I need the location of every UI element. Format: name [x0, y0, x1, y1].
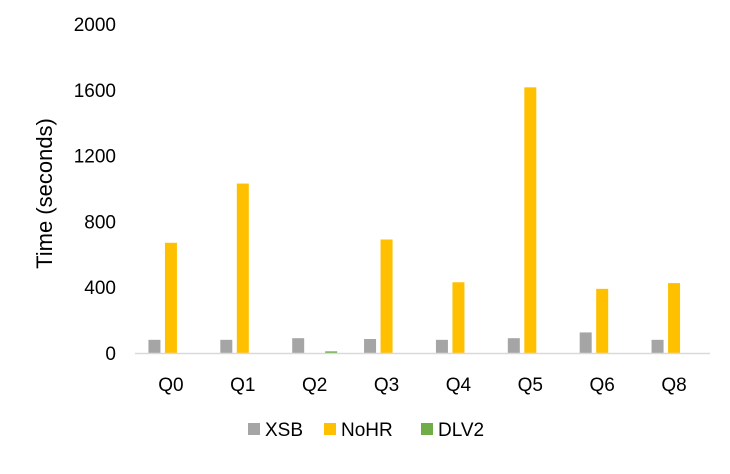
bar-xsb-q1 [220, 339, 233, 353]
legend-swatch-xsb [248, 423, 260, 435]
x-tick-label: Q1 [230, 375, 255, 396]
bars-group [148, 87, 681, 353]
bar-nohr-q0 [164, 242, 177, 353]
legend-swatch-nohr [324, 423, 336, 435]
legend: XSB NoHR DLV2 [248, 420, 484, 441]
legend-label-dlv2: DLV2 [438, 420, 484, 441]
bar-nohr-q4 [452, 282, 465, 353]
bar-nohr-q3 [380, 239, 393, 353]
y-tick-label: 400 [84, 278, 116, 299]
legend-label-nohr: NoHR [341, 420, 393, 441]
x-tick-label: Q6 [590, 375, 615, 396]
x-tick-label: Q0 [158, 375, 183, 396]
y-tick-label: 800 [84, 212, 116, 233]
legend-label-xsb: XSB [265, 420, 303, 441]
y-tick-label: 1600 [74, 81, 116, 102]
y-tick-label: 2000 [74, 15, 116, 36]
bar-xsb-q5 [507, 338, 520, 353]
x-tick-label: Q2 [302, 375, 327, 396]
y-tick-label: 1200 [74, 147, 116, 168]
bar-dlv2-q2 [325, 351, 338, 353]
bar-xsb-q2 [292, 338, 305, 353]
bar-nohr-q1 [236, 183, 249, 353]
bar-xsb-q0 [148, 339, 161, 353]
bar-xsb-q3 [364, 339, 377, 353]
bar-nohr-q6 [596, 288, 609, 353]
bar-nohr-q5 [524, 87, 537, 353]
x-tick-label: Q4 [446, 375, 472, 396]
bar-xsb-q8 [651, 339, 664, 353]
x-tick-label: Q3 [374, 375, 399, 396]
legend-swatch-dlv2 [421, 423, 433, 435]
y-axis-tick-labels: 0 400 800 1200 1600 2000 [74, 15, 116, 365]
x-tick-label: Q8 [661, 375, 686, 396]
bar-nohr-q8 [668, 283, 681, 353]
y-axis-title: Time (seconds) [32, 118, 57, 269]
x-tick-label: Q5 [518, 375, 543, 396]
bar-xsb-q6 [579, 332, 592, 353]
x-axis-tick-labels: Q0 Q1 Q2 Q3 Q4 Q5 Q6 Q8 [158, 375, 686, 396]
y-tick-label: 0 [105, 344, 116, 365]
bar-xsb-q4 [435, 339, 448, 353]
